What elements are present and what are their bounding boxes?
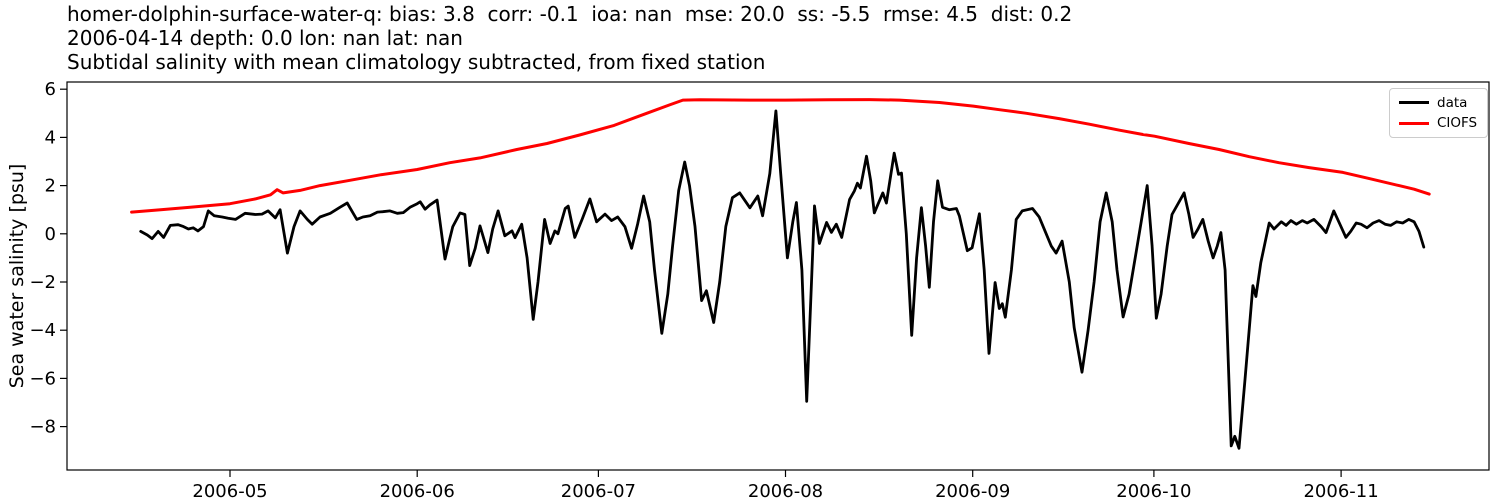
y-tick-label: −8 <box>29 417 56 438</box>
y-tick-label: 4 <box>45 127 56 148</box>
y-axis-label: Sea water salinity [psu] <box>6 163 28 389</box>
legend-item-data: data <box>1390 95 1487 111</box>
legend-label-ciofs: CIOFS <box>1437 115 1478 132</box>
legend-item-ciofs: CIOFS <box>1390 115 1487 131</box>
plot-frame <box>66 81 1490 471</box>
legend: data CIOFS <box>1389 88 1488 138</box>
data-series-line <box>139 109 1426 450</box>
x-tick-label: 2006-08 <box>748 481 823 500</box>
x-tick-label: 2006-11 <box>1303 481 1378 500</box>
y-tick-label: 0 <box>45 224 56 245</box>
ciofs-series-line <box>130 98 1431 214</box>
title-block: homer-dolphin-surface-water-q: bias: 3.8… <box>67 2 1072 74</box>
x-tick-label: 2006-09 <box>935 481 1010 500</box>
title-line-description: Subtidal salinity with mean climatology … <box>67 50 766 74</box>
title-line-stats: homer-dolphin-surface-water-q: bias: 3.8… <box>67 2 1073 26</box>
y-tick-label: −6 <box>29 368 56 389</box>
y-tick-label: −2 <box>29 272 56 293</box>
y-tick-label: 6 <box>45 79 56 100</box>
x-tick-label: 2006-10 <box>1116 481 1191 500</box>
title-line-location: 2006-04-14 depth: 0.0 lon: nan lat: nan <box>67 26 463 50</box>
data-line-swatch <box>1399 101 1429 105</box>
y-tick-label: 2 <box>45 176 56 197</box>
x-tick-label: 2006-06 <box>380 481 455 500</box>
legend-label-data: data <box>1437 94 1468 111</box>
ciofs-line-swatch <box>1399 121 1429 125</box>
x-tick-label: 2006-07 <box>561 481 636 500</box>
y-tick-label: −4 <box>29 320 56 341</box>
x-tick-label: 2006-05 <box>192 481 267 500</box>
